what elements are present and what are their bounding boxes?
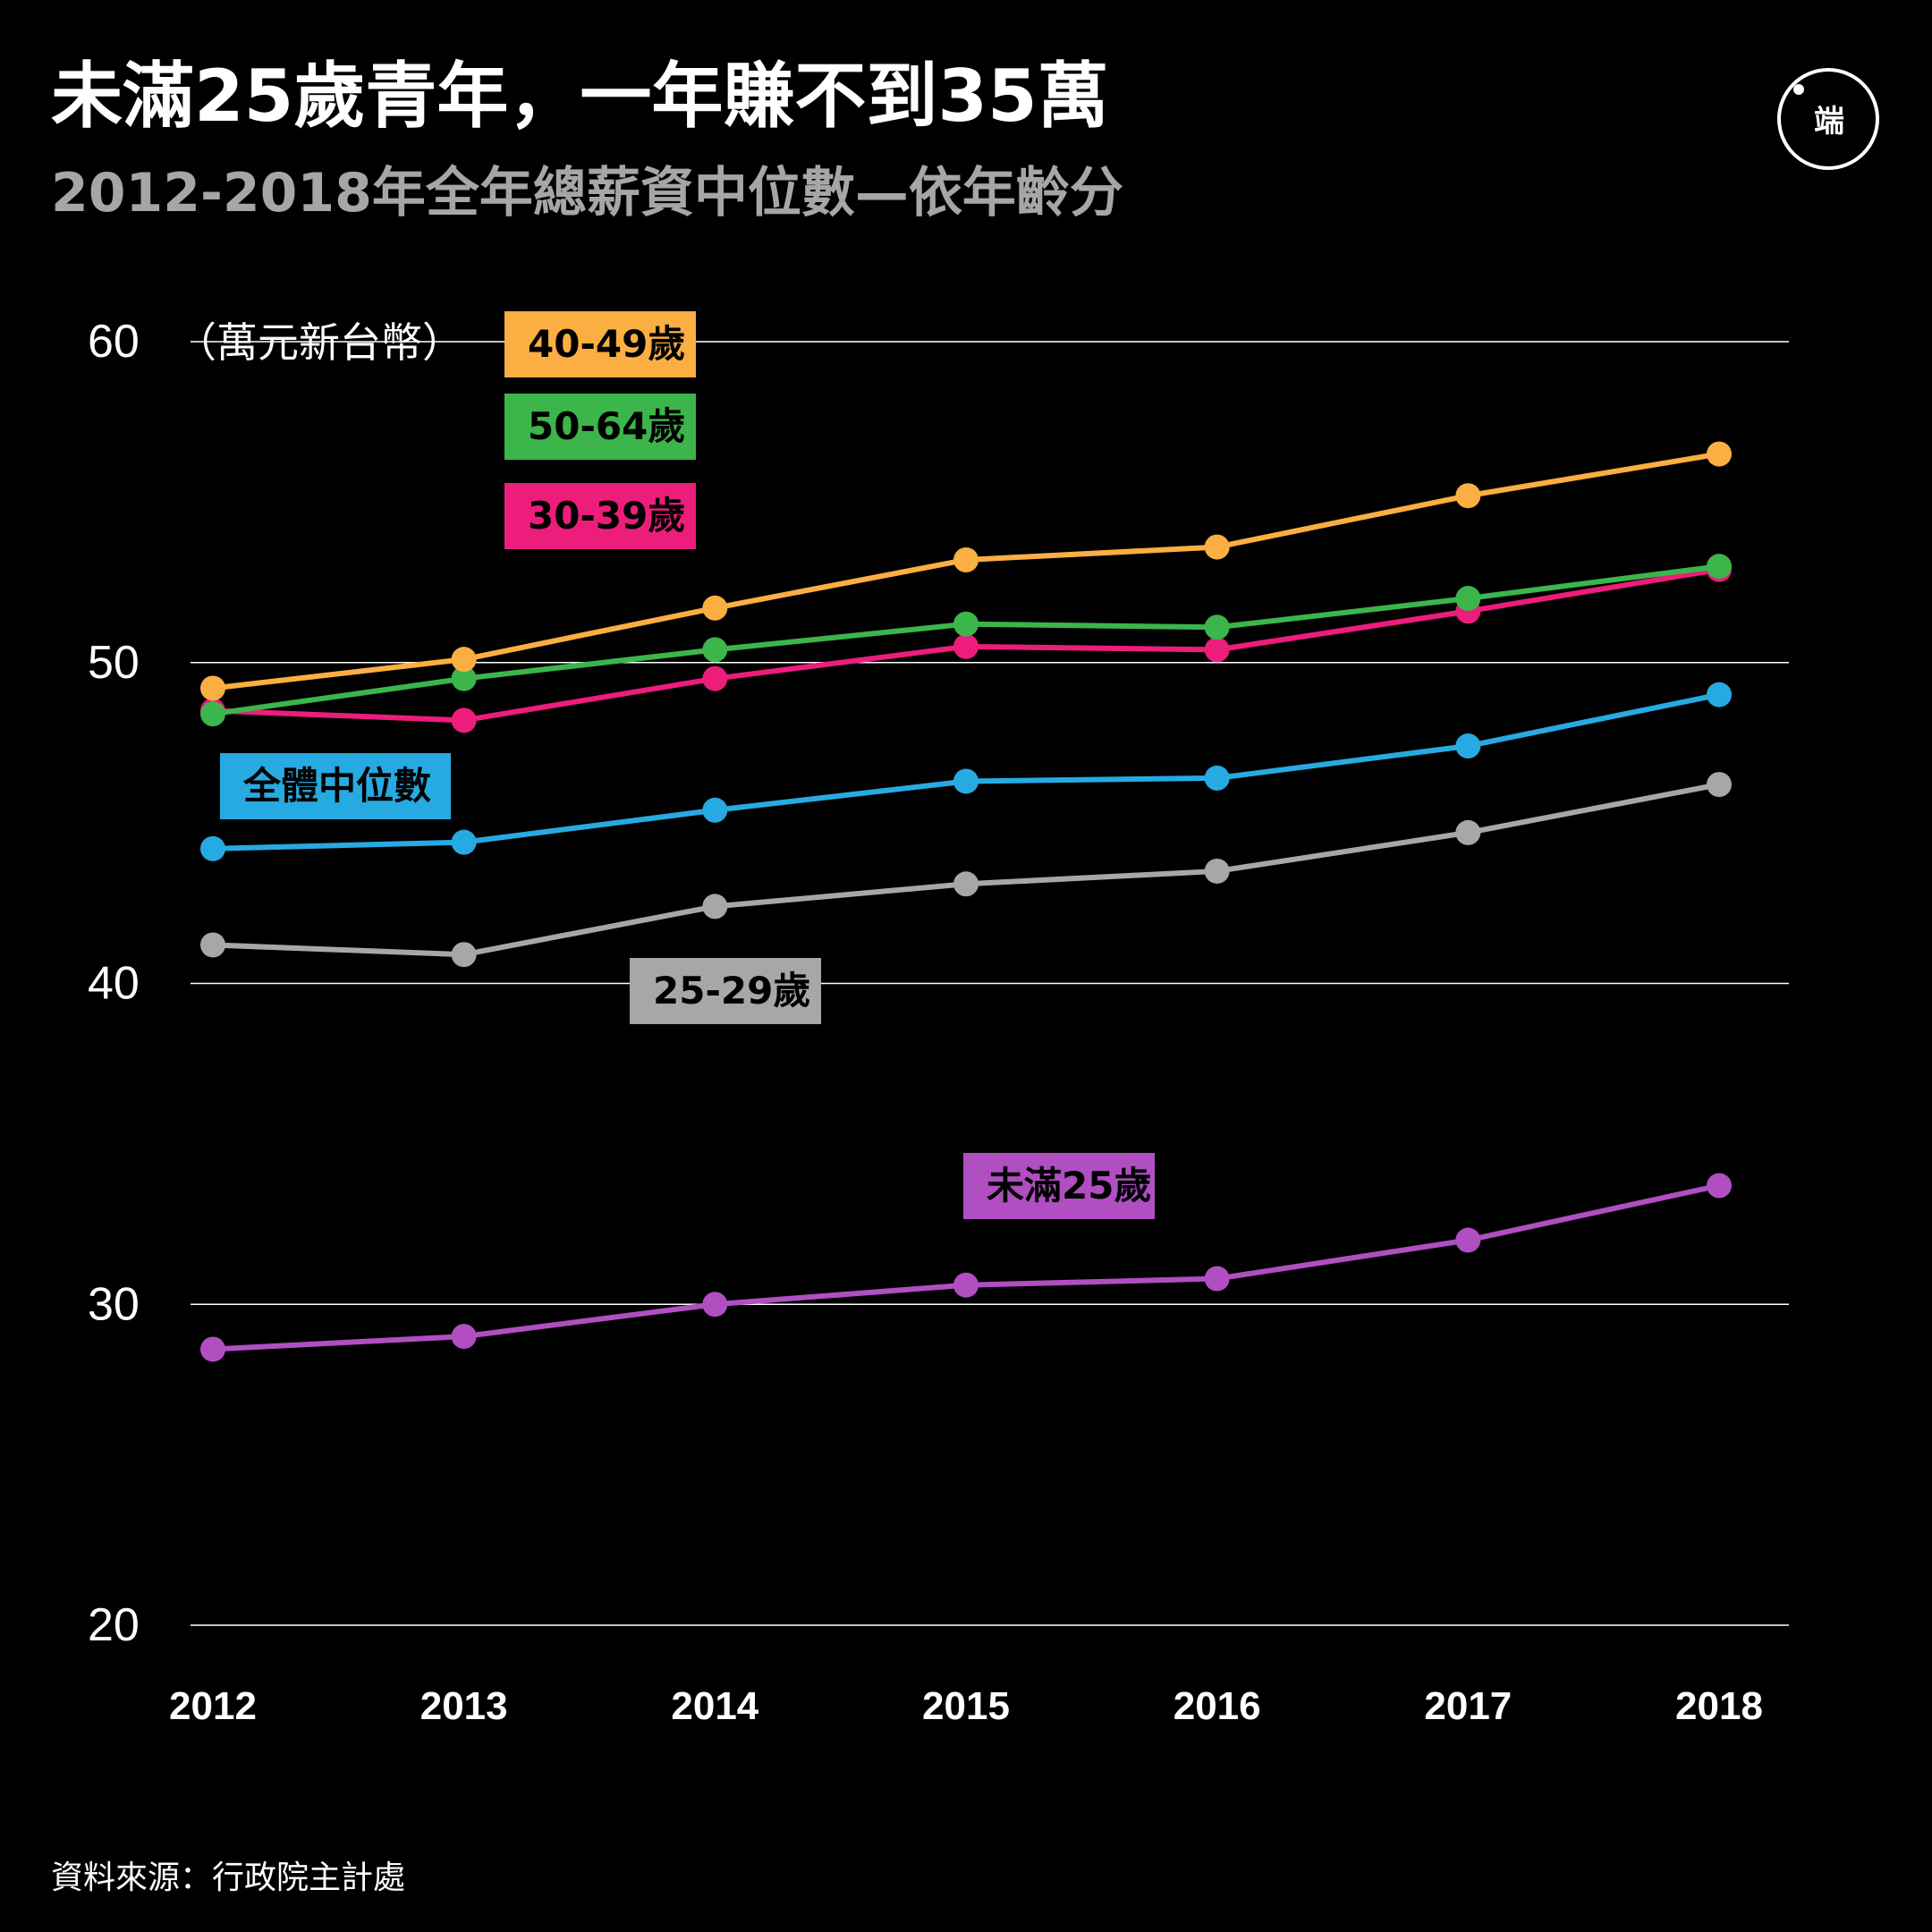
data-point xyxy=(1707,554,1732,580)
logo-dot-icon xyxy=(1793,84,1804,95)
x-tick-label: 2014 xyxy=(671,1684,758,1728)
data-point xyxy=(953,871,979,897)
chart-title: 未滿25歲青年，一年賺不到35萬 xyxy=(51,55,1109,138)
data-point xyxy=(702,665,728,691)
data-point xyxy=(1707,441,1732,467)
data-point xyxy=(451,942,477,968)
data-point xyxy=(200,835,225,861)
brand-logo: 端 xyxy=(1777,68,1879,170)
data-point xyxy=(1455,483,1481,509)
data-point xyxy=(953,611,979,637)
data-point xyxy=(1455,1227,1481,1253)
data-point xyxy=(1455,733,1481,759)
data-source: 資料來源：行政院主計處 xyxy=(51,1860,406,1896)
data-point xyxy=(953,547,979,572)
data-point xyxy=(451,647,477,673)
legend-label: 未滿25歲 xyxy=(963,1153,1155,1219)
legend-label: 30-39歲 xyxy=(504,483,696,549)
y-tick-label: 50 xyxy=(88,637,140,689)
data-point xyxy=(451,1324,477,1350)
data-point xyxy=(1455,819,1481,845)
y-tick-label: 20 xyxy=(88,1599,140,1651)
data-point xyxy=(451,708,477,733)
x-tick-label: 2013 xyxy=(420,1684,508,1728)
chart-subtitle: 2012-2018年全年總薪資中位數—依年齡分 xyxy=(51,162,1123,225)
data-point xyxy=(953,633,979,659)
x-tick-label: 2012 xyxy=(169,1684,257,1728)
data-point xyxy=(1707,772,1732,798)
data-point xyxy=(1204,534,1230,560)
data-point xyxy=(702,797,728,823)
data-point xyxy=(1707,1173,1732,1199)
data-point xyxy=(200,675,225,701)
data-point xyxy=(1204,637,1230,663)
x-tick-label: 2018 xyxy=(1675,1684,1763,1728)
data-point xyxy=(200,932,225,958)
legend-label: 40-49歲 xyxy=(504,311,696,377)
x-tick-label: 2017 xyxy=(1424,1684,1512,1728)
y-unit-label: （萬元新台幣） xyxy=(175,318,463,367)
data-point xyxy=(1204,858,1230,884)
data-point xyxy=(451,829,477,855)
data-point xyxy=(1204,765,1230,791)
data-point xyxy=(953,768,979,794)
data-point xyxy=(1204,1266,1230,1292)
data-point xyxy=(200,1336,225,1362)
logo-text: 端 xyxy=(1814,104,1844,140)
data-point xyxy=(200,701,225,727)
data-point xyxy=(1204,614,1230,640)
y-tick-label: 60 xyxy=(88,316,140,368)
data-point xyxy=(702,637,728,663)
legend-label: 50-64歲 xyxy=(504,394,696,460)
data-point xyxy=(1455,586,1481,611)
legend-label: 全體中位數 xyxy=(220,753,451,819)
data-point xyxy=(1707,682,1732,708)
x-tick-label: 2016 xyxy=(1174,1684,1261,1728)
data-point xyxy=(953,1272,979,1298)
data-point xyxy=(702,894,728,919)
y-tick-label: 40 xyxy=(88,958,140,1010)
legend-label: 25-29歲 xyxy=(630,958,821,1024)
x-tick-label: 2015 xyxy=(922,1684,1010,1728)
data-point xyxy=(451,665,477,691)
data-point xyxy=(702,1292,728,1318)
y-tick-label: 30 xyxy=(88,1278,140,1330)
data-point xyxy=(702,595,728,621)
